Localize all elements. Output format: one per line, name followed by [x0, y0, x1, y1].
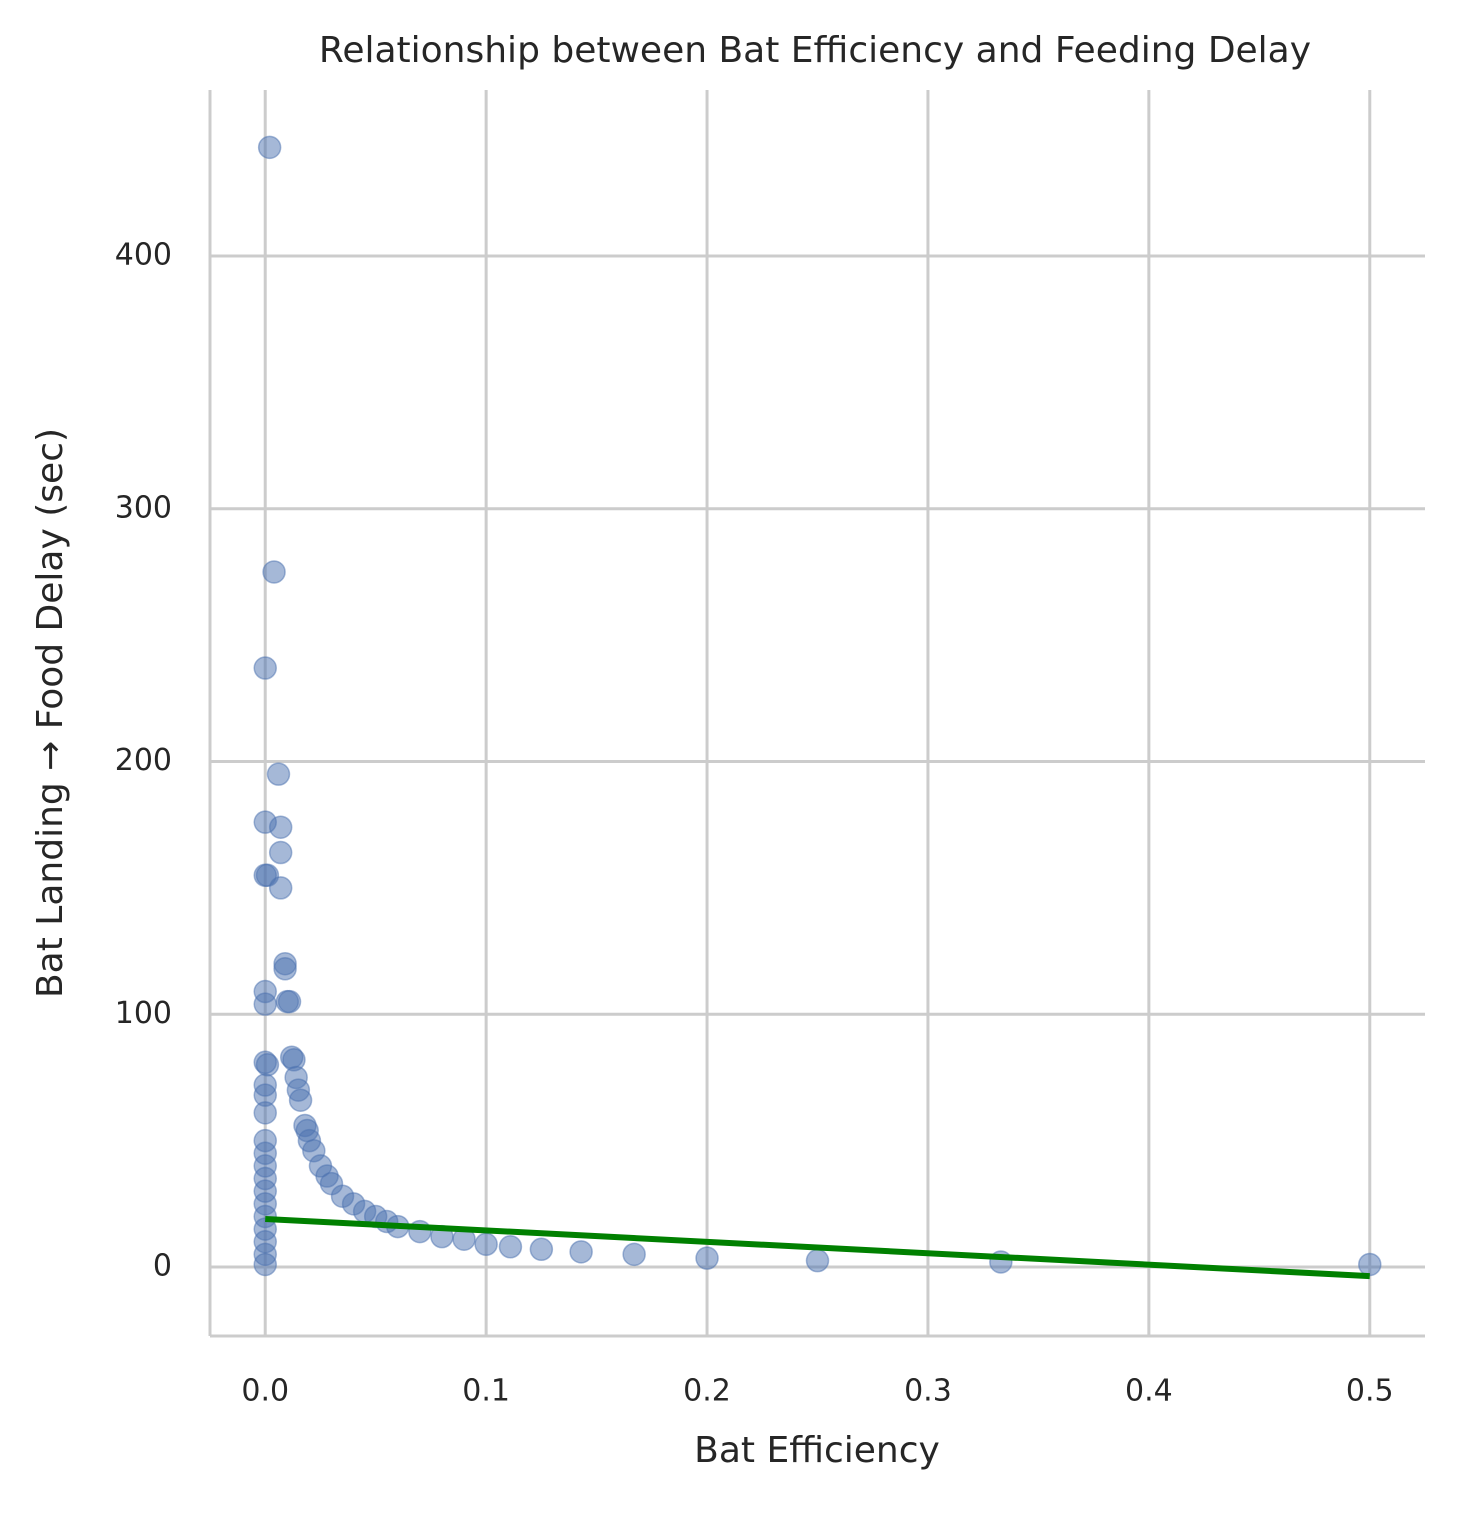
- point: [268, 815, 293, 839]
- x-tick-label: 0.4: [1125, 1374, 1173, 1409]
- point: [1358, 1252, 1382, 1277]
- y-tick-label: 300: [115, 490, 172, 525]
- y-tick-label: 100: [115, 996, 172, 1031]
- point: [268, 876, 293, 900]
- point: [257, 135, 282, 160]
- fit-line: [265, 1215, 1370, 1280]
- point: [262, 560, 286, 584]
- point: [253, 1101, 277, 1125]
- x-tick-label: 0.1: [462, 1374, 510, 1409]
- x-axis-label: Bat Efficiency: [694, 1430, 940, 1471]
- point: [253, 992, 277, 1016]
- point: [529, 1237, 554, 1262]
- x-tick-label: 0.3: [904, 1374, 952, 1409]
- point: [288, 1088, 313, 1112]
- point: [273, 957, 297, 981]
- point: [622, 1242, 646, 1267]
- y-axis-label: Bat Landing → Food Delay (sec): [30, 428, 71, 998]
- point: [695, 1246, 719, 1270]
- point: [268, 840, 293, 865]
- y-tick-label: 400: [115, 238, 172, 273]
- point: [255, 1053, 280, 1077]
- chart-title: Relationship between Bat Efficiency and …: [319, 30, 1311, 71]
- point: [277, 989, 302, 1014]
- x-tick-label: 0.0: [241, 1374, 289, 1409]
- point: [805, 1248, 830, 1273]
- point: [569, 1240, 593, 1264]
- point: [474, 1232, 498, 1257]
- point: [253, 656, 277, 680]
- y-tick-label: 200: [115, 743, 172, 778]
- point: [253, 1252, 277, 1277]
- point: [498, 1235, 523, 1259]
- x-tick-label: 0.5: [1346, 1374, 1394, 1409]
- point: [266, 762, 291, 786]
- y-tick-label: 0: [153, 1249, 172, 1284]
- x-tick-label: 0.2: [683, 1374, 731, 1409]
